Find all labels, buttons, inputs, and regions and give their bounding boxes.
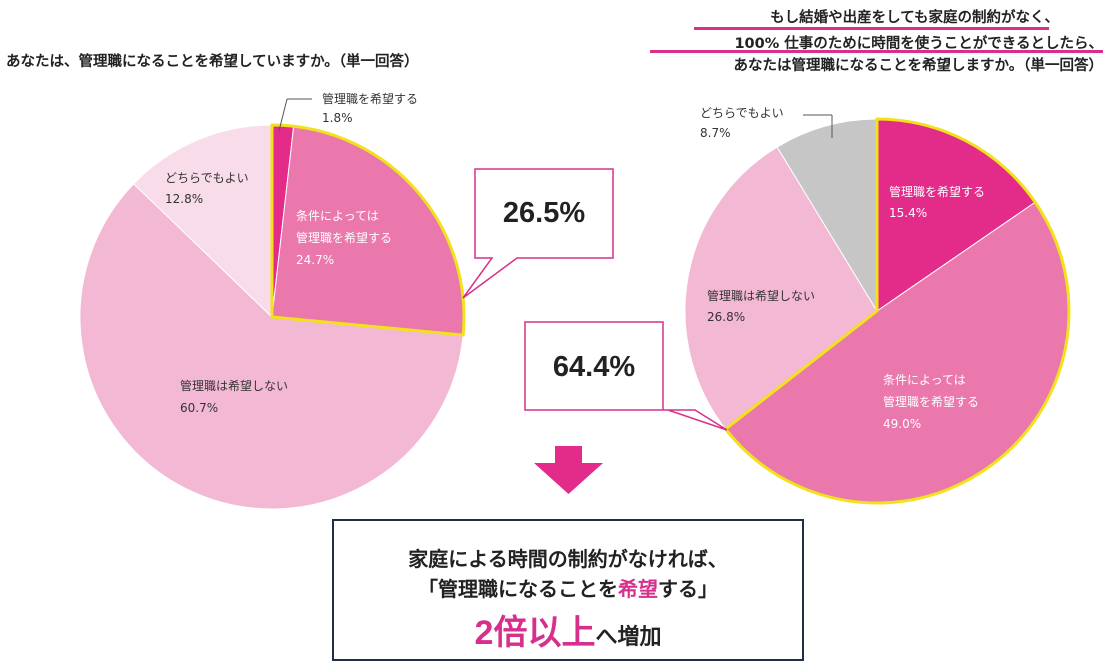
right-slice-3-label: 管理職は希望しない xyxy=(707,288,815,303)
summary-line-3: 2倍以上へ増加 xyxy=(334,605,802,654)
right-slice-1-label: 管理職を希望する xyxy=(889,184,985,199)
summary-line-2-pre: 「管理職になることを xyxy=(418,577,618,601)
left-pie-slice-4 xyxy=(132,124,273,319)
left-callout-box xyxy=(462,168,614,299)
right-slice-1-value: 15.4% xyxy=(889,206,927,220)
left-slice-2-label-a: 条件によっては xyxy=(296,209,379,223)
left-slice-2-value: 24.7% xyxy=(296,253,334,267)
right-slice-2-value: 49.0% xyxy=(883,417,921,431)
right-callout-value: 64.4% xyxy=(553,351,635,383)
right-pie-slice-3 xyxy=(684,146,878,430)
right-slice-4-value: 8.7% xyxy=(700,126,731,140)
left-callout-value: 26.5% xyxy=(503,197,585,229)
title-underline-2 xyxy=(650,50,1103,53)
down-arrow-icon xyxy=(534,446,603,494)
left-slice-1-label: 管理職を希望する xyxy=(322,91,418,106)
right-pie-slice-4 xyxy=(776,118,878,313)
right-chart-title-line-2: 100% 仕事のために時間を使うことができるとしたら、 xyxy=(734,36,1103,52)
left-pie-slice-3 xyxy=(79,183,464,510)
summary-line-3-rest: へ増加 xyxy=(595,625,662,650)
left-slice-1-value: 1.8% xyxy=(322,111,353,125)
left-slice-2-label-b: 管理職を希望する xyxy=(296,230,392,245)
summary-emphasis: 2倍以上 xyxy=(474,614,596,652)
right-slice-4-label: どちらでもよい xyxy=(700,106,784,120)
right-pie-chart xyxy=(684,117,1071,505)
left-pie-chart xyxy=(79,123,466,510)
left-chart-title: あなたは、管理職になることを希望していますか。（単一回答） xyxy=(6,54,419,70)
summary-highlight-word: 希望 xyxy=(618,577,658,601)
left-slice-4-label: どちらでもよい xyxy=(165,171,249,185)
right-chart-title-line-1: もし結婚や出産をしても家庭の制約がなく、 xyxy=(770,10,1059,26)
right-slice-3-value: 26.8% xyxy=(707,310,745,324)
summary-line-2: 「管理職になることを希望する」 xyxy=(334,573,802,602)
left-slice-3-value: 60.7% xyxy=(180,401,218,415)
left-slice-3-label: 管理職は希望しない xyxy=(180,378,288,393)
right-pie-highlight-outline xyxy=(724,117,1071,505)
summary-box: 家庭による時間の制約がなければ、 「管理職になることを希望する」 2倍以上へ増加 xyxy=(332,519,804,661)
summary-line-1: 家庭による時間の制約がなければ、 xyxy=(408,547,728,571)
summary-line-2-post: する」 xyxy=(658,577,718,601)
title-underline-1 xyxy=(694,27,1049,30)
right-slice-2-label-a: 条件によっては xyxy=(883,373,966,387)
leader-line-left-slice-1b xyxy=(278,98,288,132)
right-callout-box xyxy=(524,321,728,431)
right-slice-2-label-b: 管理職を希望する xyxy=(883,394,979,409)
left-slice-4-value: 12.8% xyxy=(165,192,203,206)
right-chart-title-line-3: あなたは管理職になることを希望しますか。（単一回答） xyxy=(733,58,1103,74)
